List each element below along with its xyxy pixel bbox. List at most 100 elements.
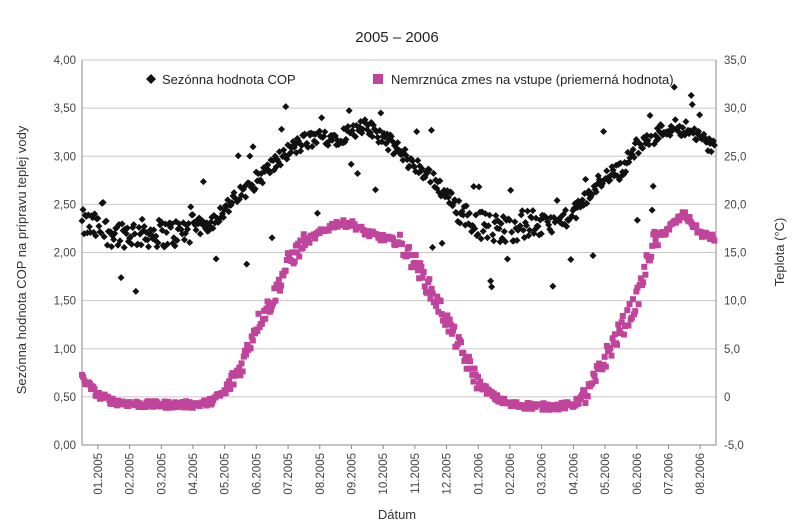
cop-point: [524, 207, 532, 215]
cop-point: [145, 243, 153, 251]
temp-point: [162, 404, 169, 411]
cop-point: [135, 223, 143, 231]
temp-point: [490, 390, 497, 397]
temp-point: [189, 404, 196, 411]
temp-point: [448, 330, 455, 337]
temp-point: [434, 293, 441, 300]
y-tick-label-left: 2,50: [54, 199, 76, 211]
x-tick-label: 10.2005: [378, 453, 390, 495]
cop-point: [622, 168, 630, 176]
cop-point: [91, 210, 99, 218]
temp-point: [349, 218, 356, 225]
cop-point: [462, 202, 470, 210]
temp-point: [513, 399, 520, 406]
x-tick-label: 07.2005: [283, 453, 295, 495]
temp-point: [599, 366, 606, 373]
cop-point: [589, 252, 597, 260]
temp-point: [547, 402, 554, 409]
cop-point: [246, 152, 254, 160]
cop-point: [630, 153, 638, 161]
cop-point: [516, 222, 524, 230]
cop-point: [471, 225, 479, 233]
cop-point: [111, 229, 119, 237]
cop-point: [85, 223, 93, 231]
series-temp: [79, 209, 718, 413]
temp-point: [249, 337, 256, 344]
temp-point: [592, 378, 599, 385]
cop-point: [344, 123, 352, 131]
cop-point: [600, 127, 608, 135]
temp-point: [662, 230, 669, 237]
cop-point: [444, 193, 452, 201]
cop-point: [318, 114, 326, 122]
cop-point: [282, 103, 290, 111]
temp-point: [264, 298, 271, 305]
cop-point: [278, 125, 286, 133]
temp-point: [652, 236, 659, 243]
cop-point: [249, 143, 257, 151]
cop-point: [408, 157, 416, 165]
cop-point: [137, 241, 145, 249]
temp-point: [296, 253, 303, 260]
temp-point: [272, 297, 279, 304]
temp-point: [427, 295, 434, 302]
cop-point: [308, 143, 316, 151]
cop-point: [127, 233, 135, 241]
cop-point: [345, 107, 353, 115]
gridlines: [82, 59, 716, 446]
cop-point: [413, 128, 421, 136]
cop-point: [117, 274, 125, 282]
cop-point: [456, 219, 464, 227]
temp-point: [278, 282, 285, 289]
y-tick-label-right: 30,0: [724, 103, 746, 115]
cop-point: [264, 161, 272, 169]
cop-point: [649, 182, 657, 190]
temp-point: [584, 393, 591, 400]
legend-marker-cop: [146, 74, 156, 84]
cop-point: [162, 229, 170, 237]
cop-point: [328, 136, 336, 144]
cop-point: [578, 196, 586, 204]
cop-point: [100, 233, 108, 241]
temp-point: [649, 242, 656, 249]
cop-point: [401, 145, 409, 153]
cop-point: [79, 206, 87, 214]
temp-point: [591, 372, 598, 379]
temp-point: [676, 217, 683, 224]
temp-point: [631, 311, 638, 318]
cop-point: [470, 182, 478, 190]
cop-point: [425, 166, 433, 174]
x-tick-labels: 01.2005 02.2005 03.2005 04.2005 05.2005 06.20…: [93, 445, 707, 495]
y-tick-label-left: 1,00: [54, 344, 76, 356]
cop-point: [427, 126, 435, 134]
cop-point: [394, 139, 402, 147]
cop-point: [94, 214, 102, 222]
temp-point: [581, 387, 588, 394]
temp-point: [224, 382, 231, 389]
temp-point: [424, 289, 431, 296]
y-tick-label-right: 20,0: [724, 199, 746, 211]
y-tick-label-left: 3,50: [54, 103, 76, 115]
cop-point: [102, 217, 110, 225]
temp-point: [81, 377, 88, 384]
cop-point: [506, 216, 514, 224]
temp-point: [203, 402, 210, 409]
temp-point: [183, 398, 190, 405]
temp-point: [445, 328, 452, 335]
temp-point: [494, 392, 501, 399]
cop-point: [654, 135, 662, 143]
cop-point: [180, 236, 188, 244]
temp-point: [80, 373, 87, 380]
cop-point: [500, 227, 508, 235]
cop-point: [301, 130, 309, 138]
temp-point: [629, 296, 636, 303]
cop-point: [374, 133, 382, 141]
temp-point: [431, 299, 438, 306]
temp-point: [442, 321, 449, 328]
temp-point: [286, 251, 293, 258]
temp-point: [582, 399, 589, 406]
cop-point: [429, 243, 437, 251]
cop-point: [287, 148, 295, 156]
cop-point: [436, 177, 444, 185]
